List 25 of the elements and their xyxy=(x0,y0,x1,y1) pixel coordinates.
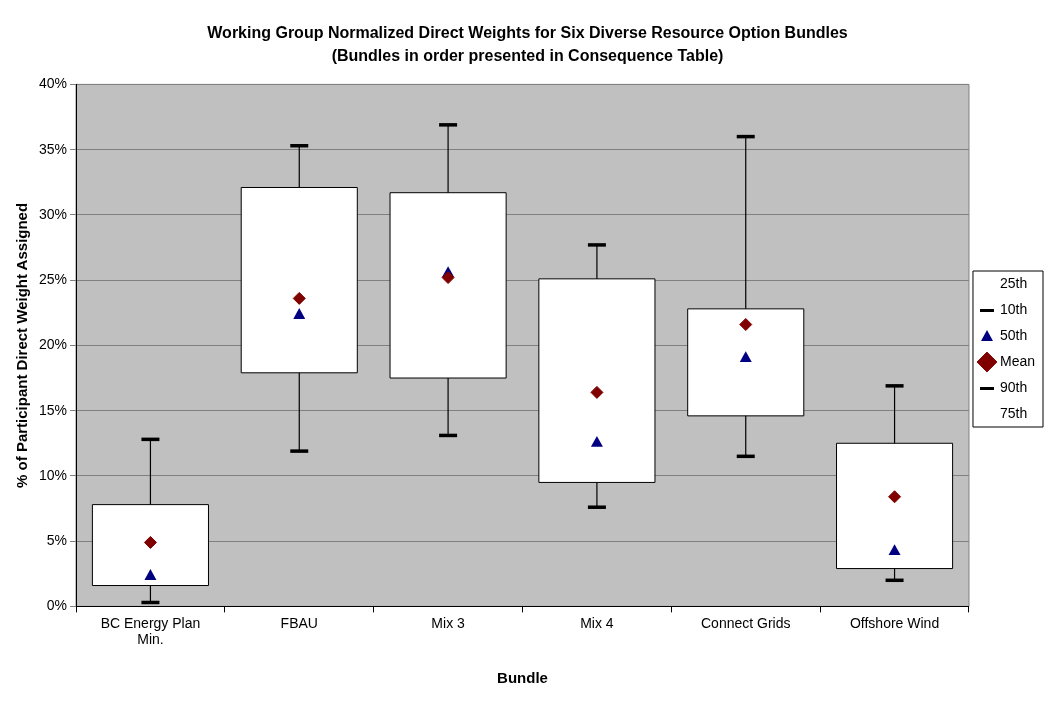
y-tick-label: 5% xyxy=(46,532,68,549)
text: 25th xyxy=(999,274,1028,291)
text: 90th xyxy=(999,378,1028,395)
y-tick-label: 0% xyxy=(46,597,68,614)
text: 10th xyxy=(999,300,1028,317)
x-tick-label: Offshore Wind xyxy=(849,614,940,631)
text: 75th xyxy=(999,404,1028,421)
chart-subtitle: (Bundles in order presented in Consequence Table) xyxy=(331,47,724,65)
x-axis-title: Bundle xyxy=(497,669,548,687)
text: 50th xyxy=(999,326,1028,343)
y-tick-label: 10% xyxy=(38,466,68,483)
y-tick-label: 35% xyxy=(38,140,68,157)
y-tick-label: 15% xyxy=(38,401,68,418)
x-tick-label: Mix 4 xyxy=(580,614,614,631)
y-tick-label: 30% xyxy=(38,205,68,222)
legend-label: Mean xyxy=(999,352,1036,369)
y-tick-label: 20% xyxy=(38,336,68,353)
chart-title: Working Group Normalized Direct Weights for Six Diverse Resource Option Bundles xyxy=(207,24,848,42)
x-tick-label: Mix 3 xyxy=(431,614,466,631)
y-axis-title: % of Participant Direct Weight Assigned xyxy=(13,202,31,488)
x-tick-label: Connect Grids xyxy=(701,614,791,631)
y-tick-label: 25% xyxy=(38,271,68,288)
y-tick-label: 40% xyxy=(38,75,68,92)
x-tick-label: BC Energy Plan Min. xyxy=(100,614,201,648)
x-tick-label: FBAU xyxy=(280,614,318,631)
